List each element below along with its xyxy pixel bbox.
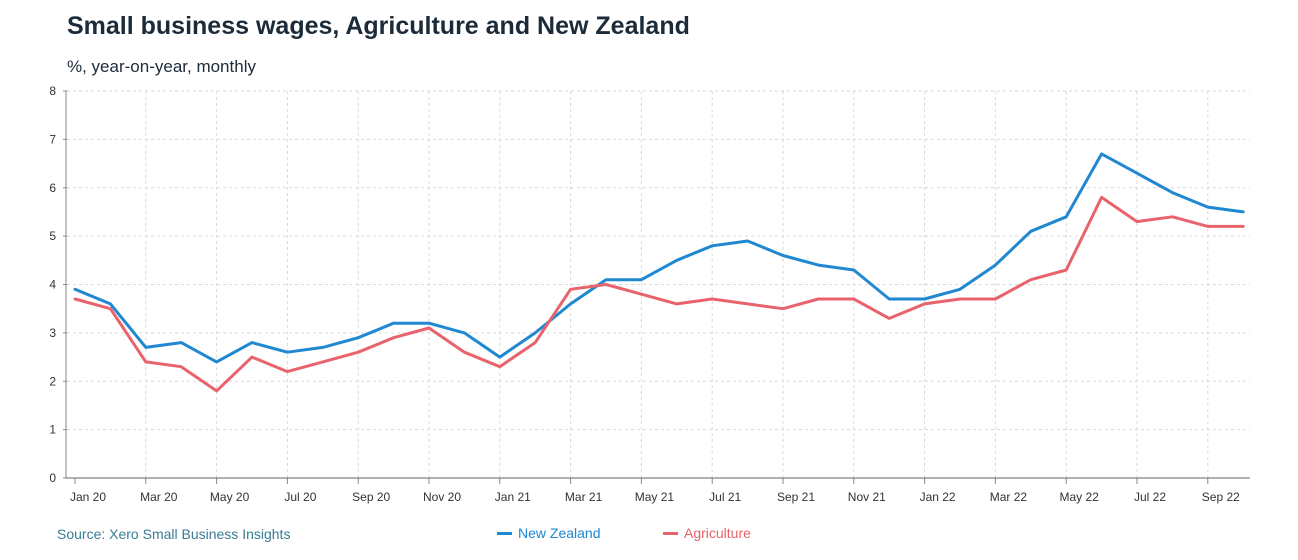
gridlines <box>67 90 1250 478</box>
y-tick-label: 7 <box>49 132 56 146</box>
series-line-agriculture[interactable] <box>73 195 1245 393</box>
x-tick-label: Sep 20 <box>352 490 390 504</box>
source-note: Source: Xero Small Business Insights <box>57 526 291 542</box>
y-tick-label: 3 <box>49 326 56 340</box>
series-lines <box>73 152 1245 393</box>
x-tick-label: Jul 20 <box>284 490 316 504</box>
legend-swatch-agriculture <box>663 531 678 535</box>
y-tick-label: 8 <box>49 84 56 98</box>
x-tick-label: Mar 22 <box>990 490 1028 504</box>
y-tick-label: 5 <box>49 229 56 243</box>
legend-label-agriculture: Agriculture <box>684 525 751 541</box>
y-tick-label: 0 <box>49 471 56 485</box>
x-tick-label: Jan 21 <box>495 490 531 504</box>
axes: 0 1 2 3 4 5 6 7 8 Jan 20 Mar 20 May 20 Jul 20 Sep 20 N… <box>49 84 1250 504</box>
x-tick-label: Jan 22 <box>920 490 956 504</box>
x-tick-label: Nov 21 <box>848 490 886 504</box>
y-tick-label: 6 <box>49 181 56 195</box>
legend-item-new-zealand[interactable]: New Zealand <box>497 525 601 541</box>
x-tick-label: Jul 22 <box>1134 490 1166 504</box>
x-tick-label: Jul 21 <box>709 490 741 504</box>
x-tick-label: May 20 <box>210 490 250 504</box>
series-line-new-zealand[interactable] <box>73 152 1245 364</box>
y-tick-label: 1 <box>49 423 56 437</box>
y-tick-label: 4 <box>49 278 56 292</box>
x-tick-label: Sep 22 <box>1202 490 1240 504</box>
x-tick-label: Jan 20 <box>70 490 106 504</box>
chart-title: Small business wages, Agriculture and Ne… <box>67 12 690 40</box>
y-tick-label: 2 <box>49 374 56 388</box>
x-tick-label: Mar 21 <box>565 490 603 504</box>
legend-label-new-zealand: New Zealand <box>518 525 601 541</box>
x-tick-label: May 22 <box>1060 490 1100 504</box>
legend-item-agriculture[interactable]: Agriculture <box>663 525 751 541</box>
x-tick-label: May 21 <box>635 490 675 504</box>
legend-swatch-new-zealand <box>497 531 512 535</box>
chart-subtitle: %, year-on-year, monthly <box>67 57 256 76</box>
x-tick-label: Nov 20 <box>423 490 461 504</box>
x-tick-label: Sep 21 <box>777 490 815 504</box>
x-tick-label: Mar 20 <box>140 490 178 504</box>
